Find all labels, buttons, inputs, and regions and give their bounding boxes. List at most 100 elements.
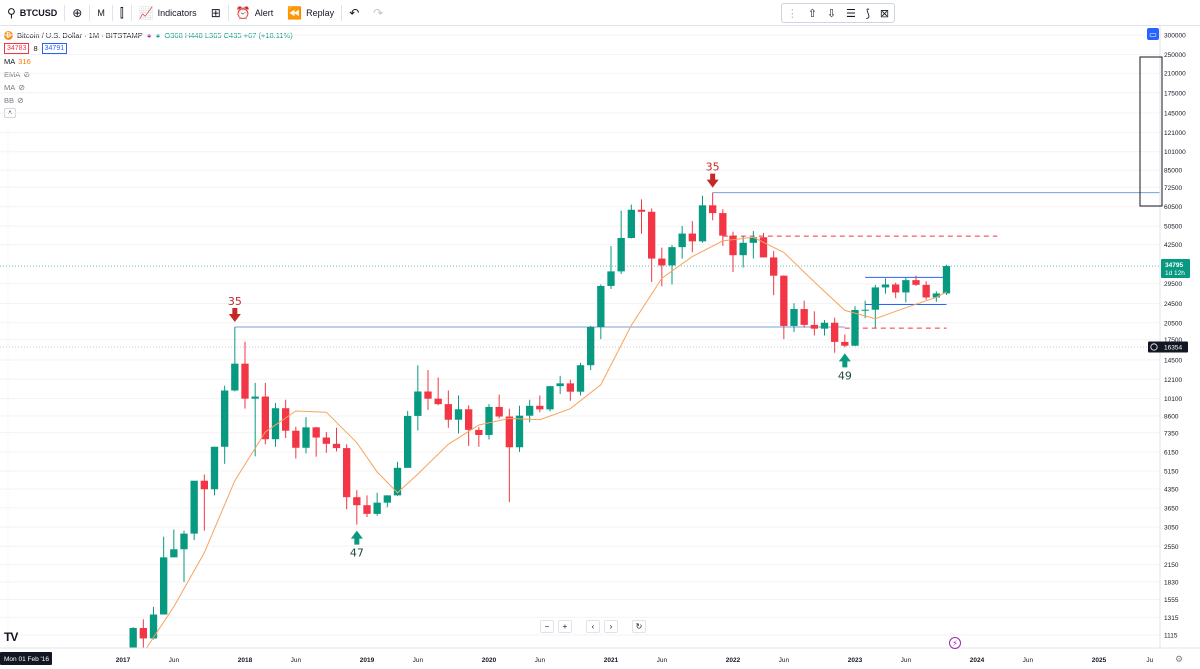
price-tick-label: 7350 (1164, 430, 1179, 437)
candle (454, 395, 463, 434)
redo-icon: ↷ (373, 5, 384, 20)
candle-body (729, 235, 737, 256)
eye-hidden-icon[interactable]: ⊘ (23, 70, 30, 79)
candle-body (231, 363, 239, 391)
candle (861, 300, 869, 319)
candle-body (892, 284, 900, 293)
annotation-label: 35 (706, 161, 720, 174)
scroll-right-button[interactable]: › (604, 620, 618, 633)
candle (668, 245, 676, 285)
text-lines-icon[interactable]: ☰ (845, 7, 856, 20)
candle-body (881, 284, 890, 288)
legend-indicator-bb[interactable]: BB ⊘ (4, 94, 293, 107)
price-tick-label: 42500 (1164, 242, 1182, 249)
candle (597, 284, 605, 340)
currency-settings-button[interactable]: ▭ (1147, 28, 1159, 40)
candle (556, 375, 564, 395)
interval-label: M (97, 7, 105, 18)
undo-button[interactable]: ↶ (342, 0, 366, 26)
eye-hidden-icon[interactable]: ⊘ (17, 96, 24, 105)
candle (261, 382, 269, 445)
candle-body (576, 365, 585, 392)
price-tick-label: 72500 (1164, 185, 1182, 192)
buy-price-button[interactable]: 34791 (41, 43, 68, 54)
annotations: 35 47 35 49 (228, 161, 852, 560)
legend-indicator-ema[interactable]: EMA ⊘ (4, 68, 293, 81)
legend-indicator-ma2[interactable]: MA ⊘ (4, 81, 293, 94)
candle-body (922, 284, 930, 298)
time-tick-label: 2024 (970, 657, 985, 664)
zoom-out-button[interactable]: − (540, 620, 554, 633)
alert-button[interactable]: ⏰ Alert (229, 0, 280, 26)
templates-button[interactable]: ⊞ (204, 0, 228, 26)
chart-grid (0, 34, 1160, 648)
candle (719, 209, 727, 246)
candle (688, 221, 696, 253)
redo-button[interactable]: ↷ (366, 0, 390, 26)
candle-body (292, 430, 300, 448)
bb-label: BB (4, 96, 15, 105)
reset-chart-button[interactable]: ↻ (632, 620, 646, 633)
candle (536, 395, 544, 413)
candle (932, 291, 940, 302)
arrow-up-icon[interactable]: ⇧ (807, 7, 817, 20)
candle-body (485, 406, 493, 435)
toolbar-divider (130, 4, 132, 21)
drag-handle-icon[interactable]: ⋮ (786, 7, 798, 20)
indicators-icon: 📈 (138, 5, 154, 20)
indicators-button[interactable]: 📈 Indicators (132, 0, 204, 26)
candle-body (810, 324, 818, 329)
price-axis[interactable]: 300000 250000 210000 175000 145000 121000 1010… (1139, 26, 1200, 648)
path-icon[interactable]: ⟆ (865, 7, 870, 20)
candles-icon: ⫿ (119, 5, 124, 20)
price-tick-label: 60500 (1164, 204, 1182, 211)
candle-body (302, 427, 310, 448)
scroll-left-button[interactable]: ‹ (586, 620, 600, 633)
candle-body (556, 383, 564, 387)
candle (942, 264, 951, 295)
toolbar-divider (227, 4, 229, 21)
candle (729, 231, 737, 273)
candle (576, 362, 585, 396)
time-axis[interactable]: 2017 Jun 2018 Jun 2019 Jun 2020 Jun 2021 Jun 2022 J… (0, 647, 1200, 669)
price-tick-label: 175000 (1164, 90, 1186, 97)
time-tick-label: 2022 (726, 657, 741, 664)
arrow-down-icon[interactable]: ⇩ (826, 7, 837, 20)
candle (922, 281, 930, 300)
interval-button[interactable]: M (90, 0, 112, 26)
price-tick-label: 2550 (1164, 544, 1179, 551)
chart-type-button[interactable]: ⫿ (113, 0, 131, 26)
top-toolbar: ⚲ BTCUSD ⊕ M ⫿ 📈 Indicators ⊞ ⏰ Alert ⏪ … (0, 0, 1200, 26)
candle-body (190, 480, 198, 534)
candle-body (932, 293, 940, 298)
candle (251, 382, 259, 457)
candle (780, 275, 788, 340)
gear-icon[interactable]: ⚙ (1175, 654, 1184, 664)
sell-price-button[interactable]: 34783 (4, 43, 30, 54)
candle-body (465, 409, 473, 430)
legend-indicator-ma[interactable]: MA 316 (4, 55, 293, 68)
time-tick-label: 2021 (604, 657, 619, 664)
candle-body (739, 242, 747, 256)
candle-body (790, 309, 798, 326)
compare-button[interactable]: ⊕ (65, 0, 89, 26)
toolbar-divider (111, 4, 113, 21)
candle (149, 606, 158, 640)
annotation: 49 (838, 353, 852, 382)
minus-icon: − (544, 622, 550, 631)
annotation: 47 (350, 530, 364, 560)
lightning-icon[interactable]: ⚡ (949, 637, 961, 649)
cross-box-icon[interactable]: ⊠ (879, 7, 890, 20)
chevron-left-icon: ‹ (591, 622, 595, 631)
price-chart[interactable]: 35 47 35 49 300000 250000 210000 175000 145000 1… (0, 26, 1200, 669)
candle-body (221, 390, 229, 447)
candle (871, 284, 879, 328)
eye-hidden-icon[interactable]: ⊘ (18, 83, 25, 92)
candle (566, 379, 574, 401)
zoom-in-button[interactable]: + (558, 620, 572, 633)
candle (912, 275, 920, 286)
symbol-search-button[interactable]: ⚲ BTCUSD (0, 0, 64, 26)
price-tick-label: 1315 (1164, 615, 1179, 622)
replay-button[interactable]: ⏪ Replay (280, 0, 341, 26)
candle (658, 247, 666, 287)
